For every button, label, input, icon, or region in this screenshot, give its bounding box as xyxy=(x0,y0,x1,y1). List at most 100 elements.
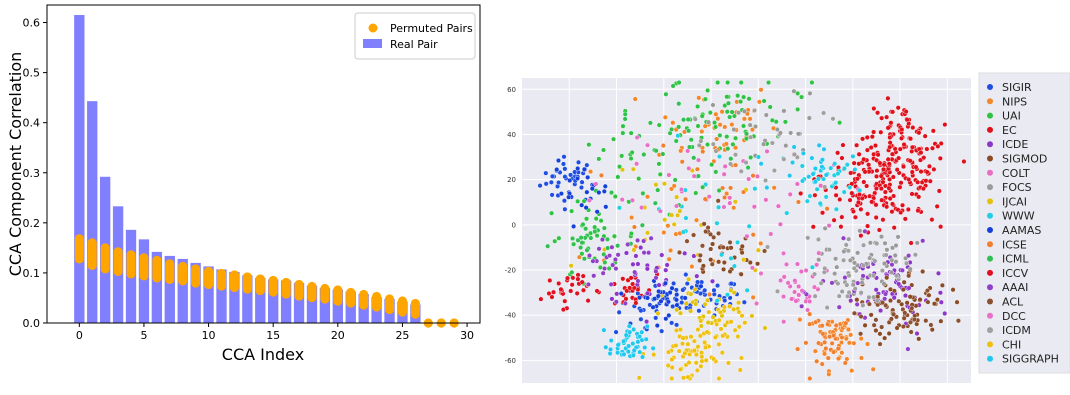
venue-point xyxy=(852,214,858,220)
venue-point xyxy=(847,197,853,203)
permuted-pair-point xyxy=(229,270,240,280)
venue-point xyxy=(718,326,724,332)
venue-point xyxy=(537,183,543,189)
venue-point xyxy=(864,134,870,140)
venue-point xyxy=(736,324,742,330)
venue-point xyxy=(898,135,904,141)
venue-point xyxy=(716,317,722,323)
scatter-y-tick-label: 0 xyxy=(512,221,516,229)
venue-point xyxy=(907,266,913,272)
x-tick-label: 5 xyxy=(140,329,147,342)
venue-point xyxy=(867,255,873,261)
venue-point xyxy=(845,293,851,299)
venue-point xyxy=(554,167,560,173)
venue-point xyxy=(592,228,598,234)
venue-point xyxy=(548,179,554,185)
venue-point xyxy=(653,315,659,321)
venue-point xyxy=(909,191,915,197)
venue-point xyxy=(763,177,769,183)
venue-point xyxy=(803,340,809,346)
legend-marker xyxy=(987,126,993,133)
venue-point xyxy=(688,137,694,143)
venue-point xyxy=(750,294,756,300)
legend-marker xyxy=(987,255,993,262)
venue-point xyxy=(702,287,708,293)
venue-point xyxy=(906,253,912,259)
venue-point xyxy=(864,147,870,153)
venue-point xyxy=(650,345,656,351)
venue-point xyxy=(674,307,680,313)
venue-point xyxy=(708,246,714,252)
venue-point xyxy=(881,162,887,168)
venue-point xyxy=(673,287,679,293)
venue-point xyxy=(619,167,625,173)
venue-point xyxy=(803,267,809,273)
venue-point xyxy=(845,326,851,332)
venue-point xyxy=(641,238,647,244)
venue-point xyxy=(673,297,679,303)
venue-point xyxy=(807,321,813,327)
legend-marker xyxy=(987,155,993,162)
venue-point xyxy=(857,192,863,198)
venue-point xyxy=(920,268,926,274)
venue-point xyxy=(593,181,599,187)
venue-point xyxy=(815,236,821,242)
venue-point xyxy=(812,293,818,299)
x-tick-label: 25 xyxy=(395,329,409,342)
venue-point xyxy=(819,164,825,170)
venue-point xyxy=(598,172,604,178)
venue-point xyxy=(645,290,651,296)
venue-point xyxy=(867,240,873,246)
venue-point xyxy=(935,143,941,149)
venue-point xyxy=(547,278,553,284)
venue-point xyxy=(884,204,890,210)
venue-point xyxy=(567,178,573,184)
venue-point xyxy=(727,303,733,309)
venue-point xyxy=(763,112,769,118)
venue-point xyxy=(742,320,748,326)
venue-point xyxy=(873,215,879,221)
venue-point xyxy=(699,350,705,356)
venue-point xyxy=(732,152,738,158)
venue-point xyxy=(679,299,685,305)
venue-point xyxy=(920,238,926,244)
venue-point xyxy=(580,221,586,227)
venue-point xyxy=(723,141,729,147)
venue-point xyxy=(728,255,734,261)
venue-point xyxy=(890,201,896,207)
venue-point xyxy=(616,309,622,315)
venue-point xyxy=(736,309,742,315)
venue-point xyxy=(681,117,687,123)
legend-label: DCC xyxy=(1002,310,1026,323)
venue-point xyxy=(728,319,734,325)
venue-point xyxy=(904,300,910,306)
venue-point xyxy=(898,180,904,186)
venue-point xyxy=(698,318,704,324)
venue-point xyxy=(881,260,887,266)
venue-point xyxy=(918,169,924,175)
venue-point xyxy=(907,319,913,325)
venue-point xyxy=(743,160,749,166)
venue-point xyxy=(538,296,544,302)
venue-point xyxy=(586,197,592,203)
venue-point xyxy=(893,243,899,249)
venue-point xyxy=(858,233,864,239)
venue-point xyxy=(735,110,741,116)
venue-point xyxy=(623,250,629,256)
venue-point xyxy=(785,280,791,286)
venue-point xyxy=(666,256,672,262)
venue-point xyxy=(602,266,608,272)
venue-point xyxy=(673,138,679,144)
venue-point xyxy=(670,83,676,89)
venue-point xyxy=(705,225,711,231)
venue-point xyxy=(637,334,643,340)
venue-point xyxy=(833,180,839,186)
venue-point xyxy=(790,160,796,166)
venue-point xyxy=(778,277,784,283)
venue-point xyxy=(758,271,764,277)
venue-point xyxy=(615,350,621,356)
venue-point xyxy=(695,173,701,179)
venue-point xyxy=(727,114,733,120)
venue-point xyxy=(819,323,825,329)
venue-point xyxy=(668,247,674,253)
